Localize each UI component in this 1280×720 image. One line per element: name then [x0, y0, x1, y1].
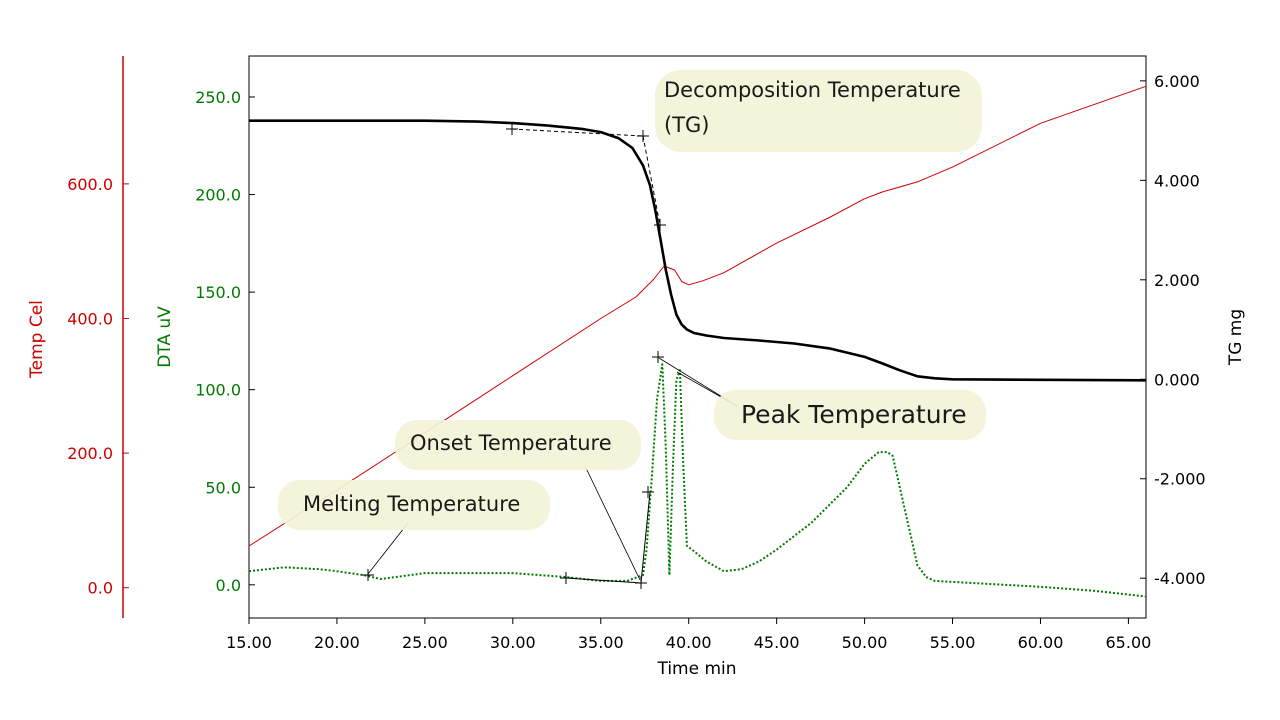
temp-axis-title: Temp Cel	[27, 300, 47, 379]
tg-tick-label: 4.000	[1154, 171, 1200, 190]
tg-marker-1	[506, 123, 518, 135]
x-tick-label: 25.00	[402, 633, 448, 652]
x-axis-title: Time min	[656, 659, 736, 679]
temp-tick-label: 0.0	[88, 579, 113, 598]
x-tick-label: 30.00	[490, 633, 536, 652]
onset-marker-2	[635, 577, 647, 589]
annotation-decomposition-text: Decomposition Temperature	[664, 78, 961, 102]
tg-tangent-drop	[642, 135, 661, 226]
onset-marker-1	[560, 572, 572, 584]
series-line-tg	[249, 119, 1147, 382]
melting-marker	[362, 569, 374, 581]
annotation-onset-text: Onset Temperature	[410, 431, 612, 455]
series-line-dta	[248, 363, 1147, 598]
annotation-decomposition-text-2: (TG)	[664, 113, 710, 137]
tg-tick-label: -4.000	[1154, 569, 1206, 588]
dta-baseline	[565, 577, 642, 584]
tg-tick-label: 0.000	[1154, 370, 1200, 389]
tg-axis: 6.000 4.000 2.000 0.000 -2.000 -4.000 TG mg	[1140, 72, 1246, 588]
temp-tick-label: 600.0	[67, 175, 113, 194]
annotation-bubble	[278, 480, 550, 530]
x-tick-label: 55.00	[930, 633, 976, 652]
x-axis: 15.00 20.00 25.00 30.00 35.00 40.00 45.00 50.00…	[226, 618, 1151, 679]
annotation-bubble	[655, 70, 982, 152]
annotation-onset: Onset Temperature	[395, 420, 641, 470]
peak-marker	[652, 351, 664, 363]
x-tick-label: 35.00	[578, 633, 624, 652]
onset-marker-3	[642, 486, 654, 498]
melting-leader	[367, 522, 409, 575]
tg-marker-2	[637, 130, 649, 142]
temp-axis: 0.0 200.0 400.0 600.0 Temp Cel	[27, 56, 129, 618]
tg-tick-label: -2.000	[1154, 470, 1206, 489]
tg-tangent-line	[511, 128, 644, 137]
temp-tick-label: 400.0	[67, 309, 113, 328]
tg-tick-label: 2.000	[1154, 271, 1200, 290]
dta-tick-label: 250.0	[195, 88, 241, 107]
dta-tick-label: 50.0	[205, 478, 241, 497]
tg-marker-3	[654, 219, 666, 231]
x-tick-label: 50.00	[842, 633, 888, 652]
annotation-bubble	[395, 420, 641, 470]
onset-leader	[584, 465, 641, 581]
plot-frame	[248, 55, 1147, 619]
tg-axis-title: TG mg	[1226, 309, 1246, 366]
temp-tick-label: 200.0	[67, 444, 113, 463]
x-tick-label: 60.00	[1018, 633, 1064, 652]
annotation-peak-text: Peak Temperature	[741, 400, 967, 429]
annotation-decomposition: Decomposition Temperature (TG)	[655, 70, 982, 152]
x-tick-label: 45.00	[754, 633, 800, 652]
annotation-bubble	[714, 390, 986, 440]
series-line-temp	[248, 85, 1147, 547]
dta-axis: 0.0 50.0 100.0 150.0 200.0 250.0 DTA uV	[155, 88, 255, 595]
dta-onset-tangent	[640, 491, 651, 584]
dta-tick-label: 0.0	[216, 576, 241, 595]
tg-tick-label: 6.000	[1154, 72, 1200, 91]
annotation-peak: Peak Temperature	[714, 390, 986, 440]
dta-tick-label: 200.0	[195, 186, 241, 205]
x-tick-label: 40.00	[666, 633, 712, 652]
construction-lines	[362, 123, 738, 589]
annotation-melting: Melting Temperature	[278, 480, 550, 530]
annotation-melting-text: Melting Temperature	[303, 492, 520, 516]
x-tick-label: 15.00	[226, 633, 272, 652]
dta-tick-label: 150.0	[195, 283, 241, 302]
x-tick-label: 20.00	[314, 633, 360, 652]
dta-axis-title: DTA uV	[155, 306, 175, 368]
dta-tick-label: 100.0	[195, 381, 241, 400]
series-layer	[248, 85, 1147, 598]
x-tick-label: 65.00	[1106, 633, 1152, 652]
